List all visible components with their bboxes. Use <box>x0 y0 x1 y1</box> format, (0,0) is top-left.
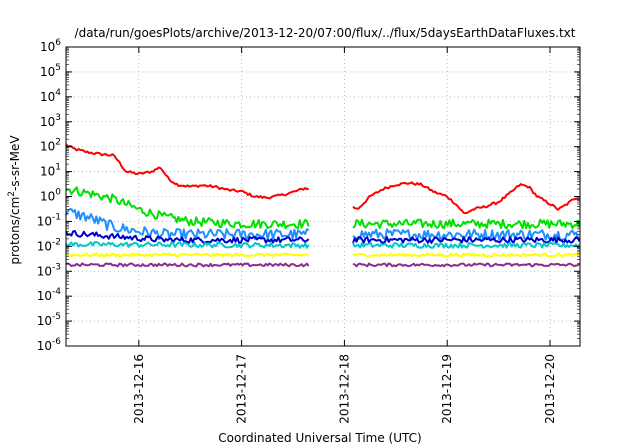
x-tick-label: 2013-12-18 <box>337 354 351 424</box>
series-line-2 <box>65 186 310 230</box>
series-line-2 <box>352 218 581 230</box>
series-line-5 <box>352 241 581 249</box>
y-tick-label: 103 <box>40 113 61 129</box>
x-axis-title: Coordinated Universal Time (UTC) <box>218 431 421 445</box>
y-tick-label: 10-4 <box>37 287 62 303</box>
series-line-6 <box>352 252 581 258</box>
series-line-1 <box>65 143 309 200</box>
y-tick-label: 10-2 <box>37 237 61 253</box>
grid <box>66 47 580 346</box>
y-tick-label: 10-5 <box>37 312 61 328</box>
y-tick-label: 10-3 <box>37 262 61 278</box>
y-tick-label: 10-6 <box>37 337 62 353</box>
x-tick-label: 2013-12-20 <box>543 354 557 424</box>
series-line-1 <box>352 181 580 215</box>
x-tick-label: 2013-12-17 <box>235 354 249 424</box>
chart-title: /data/run/goesPlots/archive/2013-12-20/0… <box>75 26 576 40</box>
series-group <box>65 143 581 268</box>
series-line-5 <box>65 241 310 249</box>
y-axis-title: protons/cm2-s-sr-MeV <box>7 135 22 265</box>
y-tick-label: 10-1 <box>37 212 61 228</box>
y-tick-label: 102 <box>40 138 61 154</box>
series-line-3 <box>65 208 310 241</box>
series-line-7 <box>352 262 581 268</box>
y-tick-label: 101 <box>40 163 61 179</box>
x-tick-label: 2013-12-16 <box>132 354 146 424</box>
y-tick-label: 100 <box>40 188 61 204</box>
series-line-4 <box>65 230 310 244</box>
y-tick-label: 104 <box>40 88 61 104</box>
series-line-3 <box>352 228 581 241</box>
axis-ticks: 10-6 10-5 10-4 10-3 10-2 10-1 100 101 102 103 104 1… <box>37 38 580 424</box>
series-line-7 <box>65 262 310 268</box>
series-line-6 <box>65 252 309 258</box>
x-tick-label: 2013-12-19 <box>440 354 454 424</box>
series-line-4 <box>352 236 581 244</box>
y-tick-label: 105 <box>40 63 61 79</box>
y-tick-label: 106 <box>40 38 61 54</box>
